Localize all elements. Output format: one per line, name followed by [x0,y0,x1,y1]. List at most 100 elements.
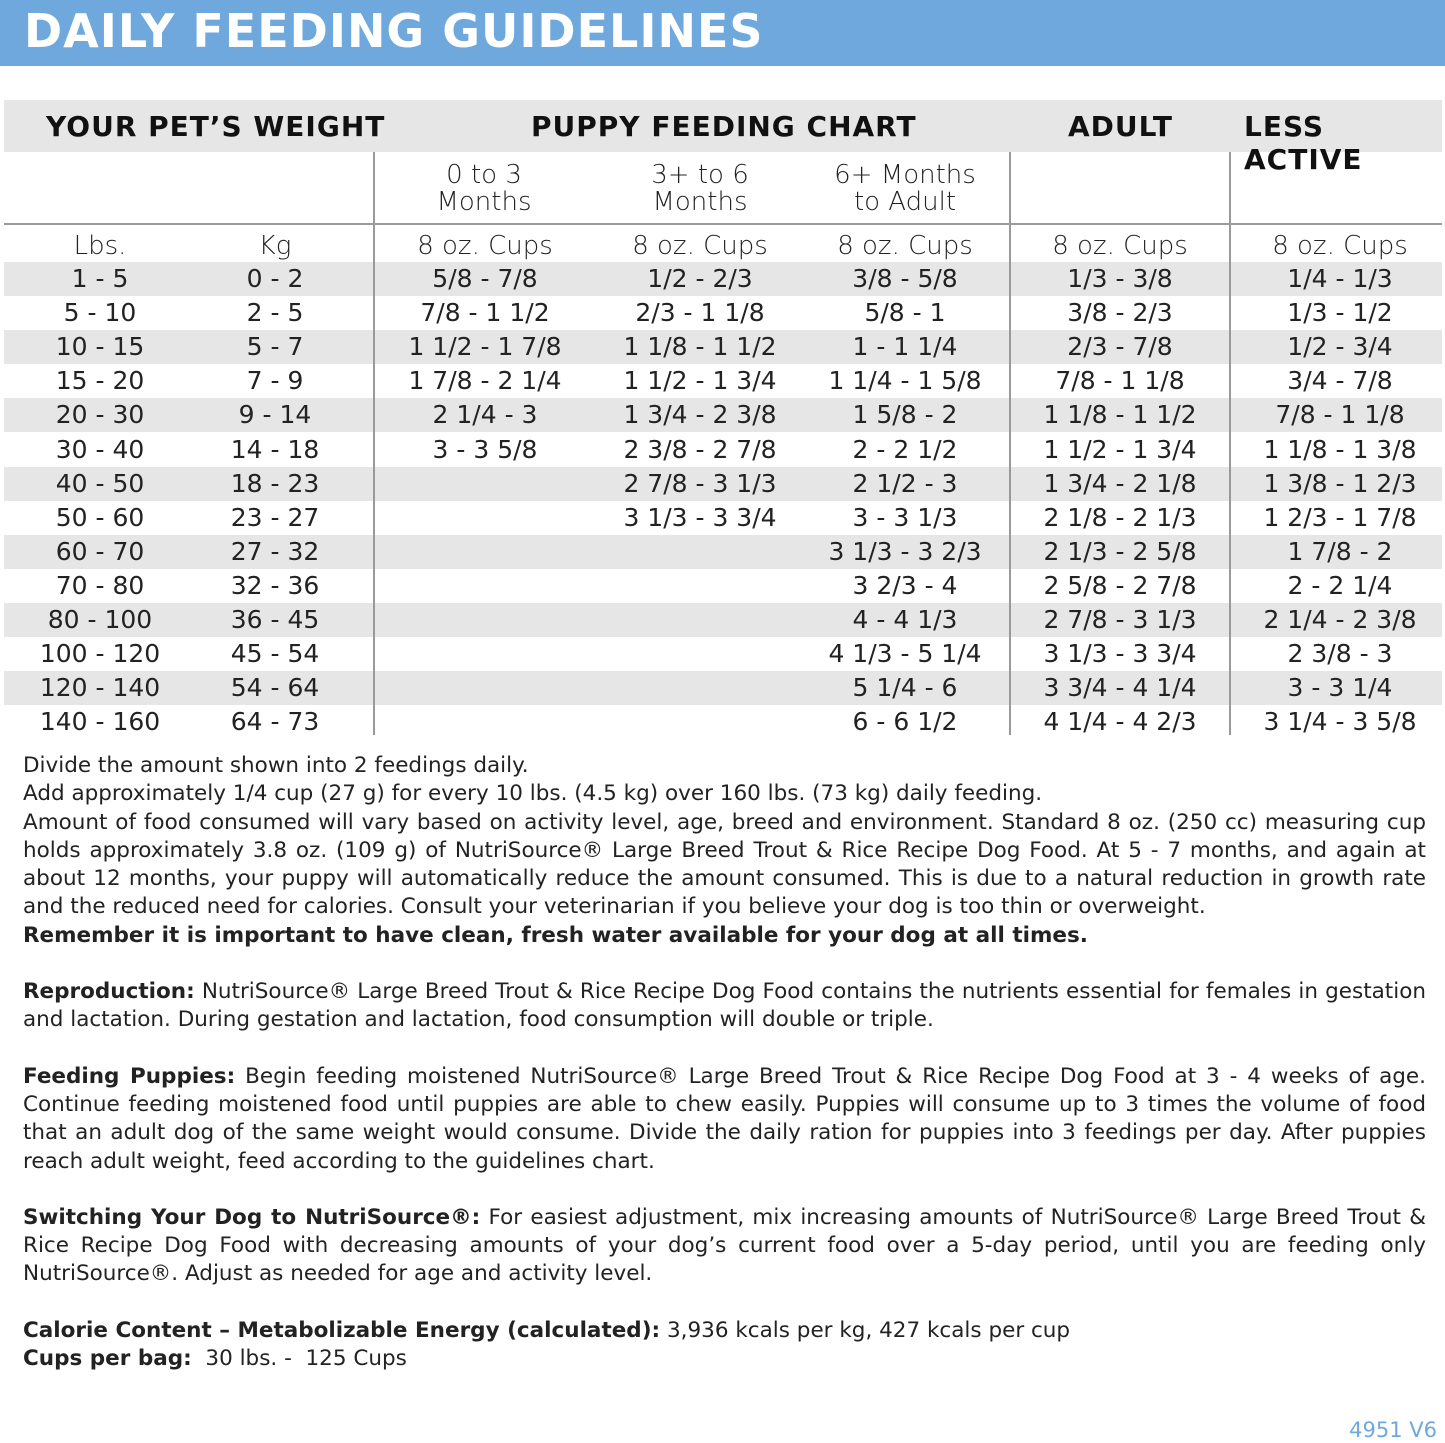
cell-puppy-3-6: 1 3/4 - 2 3/8 [623,400,777,430]
cell-less-active: 2 1/4 - 2 3/8 [1263,605,1417,634]
table-row [4,671,1442,706]
unit-puppy-6-adult: 8 oz. Cups [837,231,973,261]
cell-adult: 1 3/4 - 2 1/8 [1043,468,1197,498]
cell-puppy-6-adult: 6 - 6 1/2 [852,707,958,737]
cell-adult: 3/8 - 2/3 [1067,298,1173,328]
table-header: YOUR PET’S WEIGHT PUPPY FEEDING CHART AD… [4,100,1442,176]
cell-puppy-0-3: 2 1/4 - 3 [432,400,538,430]
cell-less-active: 1/2 - 3/4 [1287,332,1393,362]
cell-puppy-6-adult: 3 - 3 1/3 [852,502,958,532]
cell-adult: 2 5/8 - 2 7/8 [1043,570,1197,600]
cups-label: Cups per bag: [23,1346,192,1372]
cell-lbs: 80 - 100 [47,605,153,634]
cell-puppy-3-6: 2/3 - 1 1/8 [635,298,765,328]
cell-puppy-0-3: 1 1/2 - 1 7/8 [408,332,562,362]
subheader-3-6-months: 3+ to 6 Months [651,160,749,217]
calorie-text: 3,936 kcals per kg, 427 kcals per cup [660,1317,1071,1343]
cell-kg: 9 - 14 [238,400,312,430]
cell-puppy-6-adult: 5 1/4 - 6 [852,673,958,703]
cell-adult: 4 1/4 - 4 2/3 [1043,707,1197,737]
puppies-label: Feeding Puppies: [23,1063,236,1089]
unit-less-active: 8 oz. Cups [1272,231,1408,261]
cell-puppy-3-6: 1 1/8 - 1 1/2 [623,332,777,362]
note-water: Remember it is important to have clean, … [23,922,1088,948]
cell-adult: 1 1/2 - 1 3/4 [1043,434,1197,464]
cell-lbs: 100 - 120 [39,639,161,669]
header-puppy: PUPPY FEEDING CHART [531,110,917,143]
cell-puppy-0-3: 7/8 - 1 1/2 [420,298,550,328]
note-reproduction: Reproduction: NutriSource® Large Breed T… [23,978,1426,1035]
cell-kg: 45 - 54 [230,639,320,669]
cell-adult: 2/3 - 7/8 [1067,332,1173,362]
cell-less-active: 1 2/3 - 1 7/8 [1263,502,1417,532]
table-row [4,466,1442,501]
notes: Divide the amount shown into 2 feedings … [23,752,1426,1373]
cell-puppy-6-adult: 5/8 - 1 [864,298,946,328]
divider [1229,152,1231,735]
header-less-active: LESS ACTIVE [1244,110,1363,176]
header-weight: YOUR PET’S WEIGHT [46,110,386,143]
cell-puppy-6-adult: 1 1/4 - 1 5/8 [828,366,982,396]
puppies-text: Begin feeding moistened NutriSource® Lar… [23,1063,1426,1174]
cell-lbs: 5 - 10 [63,298,137,328]
cell-less-active: 2 3/8 - 3 [1287,639,1393,669]
cell-kg: 32 - 36 [230,570,320,600]
note-amount: Amount of food consumed will vary based … [23,809,1426,920]
cell-puppy-6-adult: 2 - 2 1/2 [852,434,958,464]
subheader-0-3-months: 0 to 3 Months [436,160,532,217]
cell-lbs: 60 - 70 [55,536,145,566]
cell-adult: 1 1/8 - 1 1/2 [1043,400,1197,430]
unit-kg: Kg [258,231,292,261]
cell-puppy-3-6: 1/2 - 2/3 [647,264,753,293]
cell-adult: 7/8 - 1 1/8 [1055,366,1185,396]
cups-text: 30 lbs. - 125 Cups [191,1346,407,1372]
cell-lbs: 120 - 140 [39,673,161,703]
cell-kg: 23 - 27 [230,502,320,532]
cell-puppy-3-6: 1 1/2 - 1 3/4 [623,366,777,396]
cell-adult: 1/3 - 3/8 [1067,264,1173,293]
note-cups: Cups per bag: 30 lbs. - 125 Cups [23,1345,1426,1373]
cell-kg: 27 - 32 [230,536,320,566]
product-code: 4951 V6 [1349,1418,1437,1442]
cell-puppy-6-adult: 3 1/3 - 3 2/3 [828,536,982,566]
cell-lbs: 40 - 50 [55,468,145,498]
cell-kg: 5 - 7 [246,332,304,362]
cell-lbs: 15 - 20 [55,366,145,396]
cell-less-active: 7/8 - 1 1/8 [1275,400,1405,430]
note-switching: Switching Your Dog to NutriSource®: For … [23,1204,1426,1289]
cell-kg: 0 - 2 [246,264,304,293]
cell-adult: 3 3/4 - 4 1/4 [1043,673,1197,703]
cell-less-active: 3 - 3 1/4 [1287,673,1393,703]
cell-kg: 36 - 45 [230,605,320,634]
cell-adult: 2 1/3 - 2 5/8 [1043,536,1197,566]
cell-puppy-6-adult: 3/8 - 5/8 [852,264,958,293]
cell-kg: 18 - 23 [230,468,320,498]
cell-puppy-6-adult: 4 - 4 1/3 [852,605,958,634]
divider [4,223,1442,225]
subheader-6-months-adult: 6+ Months to Adult [834,160,976,217]
cell-lbs: 140 - 160 [39,707,161,737]
table-row [4,603,1442,637]
cell-puppy-0-3: 3 - 3 5/8 [432,434,538,464]
cell-lbs: 10 - 15 [55,332,145,362]
cell-puppy-6-adult: 4 1/3 - 5 1/4 [828,639,982,669]
note-divide: Divide the amount shown into 2 feedings … [23,753,529,778]
cell-puppy-6-adult: 3 2/3 - 4 [852,570,958,600]
divider [1009,152,1011,735]
cell-adult: 3 1/3 - 3 3/4 [1043,639,1197,669]
cell-kg: 54 - 64 [230,673,320,703]
switch-text: For easiest adjustment, mix increasing a… [23,1204,1426,1287]
cell-less-active: 1 7/8 - 2 [1287,536,1393,566]
cell-lbs: 1 - 5 [71,264,129,293]
table-row [4,534,1442,569]
cell-puppy-6-adult: 1 5/8 - 2 [852,400,958,430]
cell-less-active: 1/3 - 1/2 [1287,298,1393,328]
unit-puppy-0-3: 8 oz. Cups [417,231,553,261]
unit-puppy-3-6: 8 oz. Cups [632,231,768,261]
cell-kg: 2 - 5 [246,298,304,328]
switch-label: Switching Your Dog to NutriSource®: [23,1204,481,1230]
cell-less-active: 1 3/8 - 1 2/3 [1263,468,1417,498]
cell-puppy-3-6: 2 3/8 - 2 7/8 [623,434,777,464]
cell-puppy-0-3: 5/8 - 7/8 [432,264,538,293]
reproduction-text: NutriSource® Large Breed Trout & Rice Re… [23,979,1426,1033]
